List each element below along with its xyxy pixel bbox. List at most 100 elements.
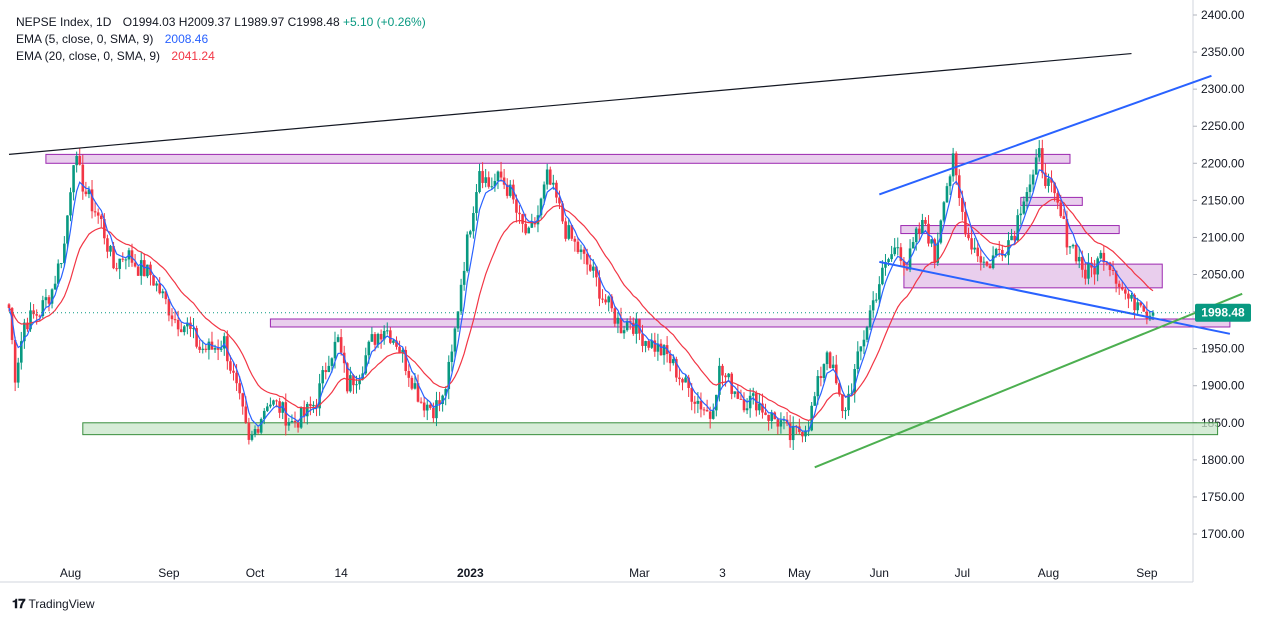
high-value: H2009.37 [178,15,231,29]
candle-body [610,296,614,309]
candle-body [742,399,746,411]
zone-pink [1020,196,1083,206]
candle-body [659,343,663,356]
candle-body [155,283,158,286]
candle-body [588,264,592,271]
candle-body [1142,305,1146,312]
candle-body [93,211,97,213]
candle-body [1034,157,1038,175]
candle-body [213,348,217,350]
candle-body [398,346,401,353]
candle-body [847,393,850,411]
candle-body [994,248,998,256]
candle-body [687,377,690,389]
candle-body [1056,193,1059,203]
x-tick-label: Aug [1038,566,1059,580]
symbol-label[interactable]: NEPSE Index, 1D [16,15,112,29]
candle-body [164,291,168,300]
candle-body [256,429,260,433]
y-tick-label: 2400.00 [1201,8,1245,22]
candle-body [798,426,801,433]
candle-body [250,434,254,440]
candle-body [656,343,660,352]
candle-body [973,247,976,250]
candle-body [1117,283,1121,287]
candle-body [841,394,844,412]
candle-body [321,370,324,384]
candle-body [758,403,761,411]
candle-body [198,346,201,350]
candle-body [705,409,709,412]
candle-body [419,401,423,403]
candle-body [696,400,700,404]
candle-body [50,289,54,304]
candle-body [631,322,635,334]
candle-body [296,422,300,428]
candle-body [921,219,924,234]
legend-row-ema20[interactable]: EMA (20, close, 0, SMA, 9) 2041.24 [16,48,426,65]
candle-body [1004,255,1007,257]
candle-body [567,225,571,239]
candle-body [625,320,629,331]
candle-body [259,419,263,433]
candle-body [69,192,72,216]
candle-body [447,361,451,390]
candle-body [235,372,238,384]
candle-body [945,186,949,203]
candle-body [1062,216,1066,219]
candle-body [75,156,78,166]
y-tick-label: 1900.00 [1201,379,1245,393]
candle-body [862,339,866,347]
zone-pink [269,318,1231,328]
candle-body [702,409,706,411]
candle-body [917,228,921,234]
candle-body [582,249,586,254]
y-tick-label: 2200.00 [1201,156,1245,170]
candle-body [118,258,122,269]
candle-body [481,171,484,183]
change-value: +5.10 (+0.26%) [342,15,426,29]
last-price-label: 1998.48 [1201,306,1245,320]
candle-body [512,184,515,200]
candle-body [81,164,85,192]
x-tick-label: Sep [158,566,180,580]
candle-body [1105,262,1109,264]
chart-legend: NEPSE Index, 1D O1994.03 H2009.37 L1989.… [16,14,426,65]
tradingview-branding[interactable]: 𝟏𝟕 TradingView [12,596,95,612]
legend-row-price: NEPSE Index, 1D O1994.03 H2009.37 L1989.… [16,14,426,31]
candle-body [1041,148,1044,173]
candle-body [856,351,860,370]
candle-body [44,297,48,301]
candle-body [441,395,444,405]
candle-body [887,259,890,263]
candle-body [505,184,509,196]
candle-body [404,350,408,372]
candle-body [373,334,377,345]
candle-body [1065,218,1069,248]
candle-body [791,425,795,441]
candle-body [1093,267,1096,275]
ema5-line [8,169,1154,432]
candle-body [1016,215,1020,241]
trendline-green [814,292,1243,469]
candle-body [192,328,195,330]
candle-body [761,403,764,413]
candle-body [1077,256,1081,262]
candle-body [930,239,933,244]
legend-row-ema5[interactable]: EMA (5, close, 0, SMA, 9) 2008.46 [16,31,426,48]
candle-body [161,291,165,294]
candle-body [99,215,103,220]
candle-body [939,220,943,243]
y-tick-label: 2250.00 [1201,119,1245,133]
candle-body [1096,258,1099,275]
candle-body [315,404,318,409]
candle-body [238,383,241,394]
candle-body [1151,312,1155,316]
candle-body [508,184,512,196]
candle-body [306,403,309,417]
candle-body [63,243,66,264]
candle-body [312,404,315,407]
candle-body [816,376,820,397]
candle-body [287,421,291,426]
